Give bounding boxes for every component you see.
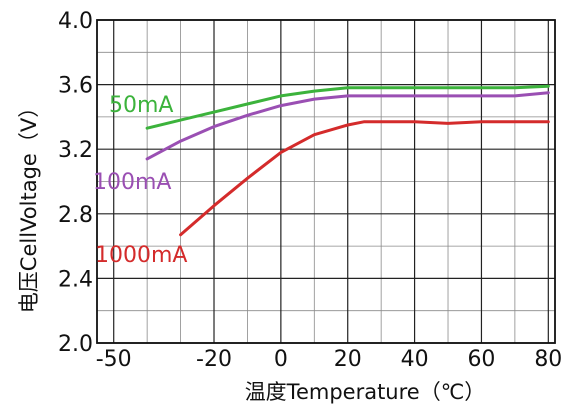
- series-line-1000mA: [179, 120, 550, 237]
- series-labels: 50mA 100mA 1000mA: [93, 93, 187, 268]
- series-label-1000mA: 1000mA: [95, 243, 187, 268]
- y-tick-label: 3.2: [58, 138, 93, 163]
- series-label-50mA: 50mA: [109, 93, 173, 118]
- x-tick-label: 80: [534, 347, 562, 372]
- series-line-50mA: [145, 84, 550, 130]
- y-axis-label: 电压CellVoltage（V）: [17, 97, 41, 313]
- x-axis-label: 温度Temperature（℃）: [245, 380, 486, 404]
- x-tick-label: 60: [467, 347, 495, 372]
- x-tick-label: -50: [96, 347, 132, 372]
- series-label-100mA: 100mA: [93, 170, 171, 195]
- plot-frame: [96, 19, 556, 344]
- series-line-100mA: [145, 91, 550, 161]
- tick-labels: -50 -20 0 20 40 60 80 2.0 2.4 2.8 3.2 3.6 4.0: [58, 9, 562, 372]
- y-tick-label: 3.6: [58, 74, 93, 99]
- series-lines: [145, 84, 550, 237]
- y-tick-label: 2.4: [58, 267, 93, 292]
- grid-lines: [96, 19, 556, 344]
- y-tick-label: 2.8: [58, 203, 93, 228]
- x-tick-label: 40: [401, 347, 429, 372]
- x-tick-label: 0: [274, 347, 288, 372]
- x-tick-label: 20: [334, 347, 362, 372]
- y-tick-label: 2.0: [58, 332, 93, 357]
- y-tick-label: 4.0: [58, 9, 93, 34]
- x-tick-label: -20: [196, 347, 232, 372]
